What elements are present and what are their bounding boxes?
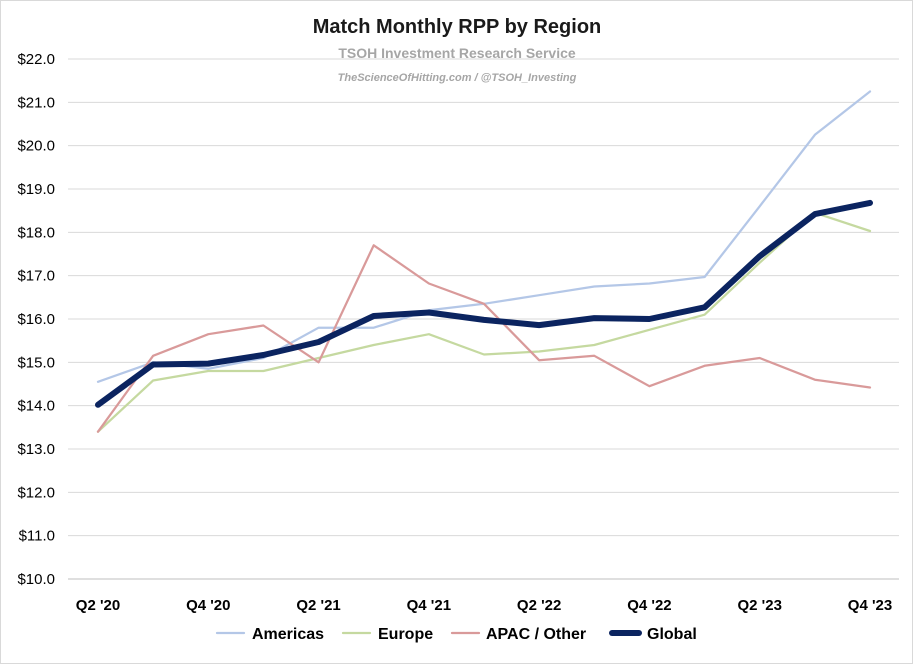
series-line-europe <box>96 211 872 433</box>
series-lines <box>95 90 873 433</box>
legend-label: APAC / Other <box>486 626 586 643</box>
y-tick-label: $13.0 <box>17 441 55 458</box>
x-tick-label: Q4 '22 <box>627 597 671 614</box>
x-tick-label: Q2 '21 <box>296 597 340 614</box>
legend-label: Europe <box>378 626 433 643</box>
y-tick-label: $20.0 <box>17 138 55 155</box>
y-tick-label: $22.0 <box>17 51 55 68</box>
y-tick-label: $15.0 <box>17 354 55 371</box>
x-tick-label: Q2 '23 <box>737 597 781 614</box>
y-tick-label: $18.0 <box>17 224 55 241</box>
series-line-global <box>95 199 873 408</box>
gridlines <box>68 58 899 580</box>
x-tick-label: Q4 '20 <box>186 597 230 614</box>
chart-title: Match Monthly RPP by Region <box>313 16 602 38</box>
y-tick-label: $10.0 <box>17 571 55 588</box>
x-tick-label: Q4 '23 <box>848 597 892 614</box>
y-tick-label: $11.0 <box>19 528 55 545</box>
y-tick-label: $16.0 <box>17 311 55 328</box>
series-line-apac-other <box>96 244 872 433</box>
y-tick-label: $21.0 <box>17 94 55 111</box>
x-tick-label: Q2 '22 <box>517 597 561 614</box>
y-tick-label: $19.0 <box>17 181 55 198</box>
series-line-americas <box>96 90 872 383</box>
chart-watermark: TheScienceOfHitting.com / @TSOH_Investin… <box>338 72 577 84</box>
legend-label: Americas <box>252 626 324 643</box>
x-tick-label: Q2 '20 <box>76 597 120 614</box>
legend: Americas Europe APAC / Other Global <box>215 626 697 643</box>
y-tick-label: $12.0 <box>17 484 55 501</box>
x-tick-label: Q4 '21 <box>407 597 451 614</box>
legend-label: Global <box>647 626 697 643</box>
x-axis-ticks: Q2 '20 Q4 '20 Q2 '21 Q4 '21 Q2 '22 Q4 '22 Q2 '… <box>76 597 892 614</box>
y-axis-ticks: $10.0 $11.0 $12.0 $13.0 $14.0 $15.0 $16.0 $17.0… <box>17 51 55 588</box>
y-tick-label: $17.0 <box>17 268 55 285</box>
y-tick-label: $14.0 <box>17 398 55 415</box>
chart-subtitle: TSOH Investment Research Service <box>338 45 576 61</box>
